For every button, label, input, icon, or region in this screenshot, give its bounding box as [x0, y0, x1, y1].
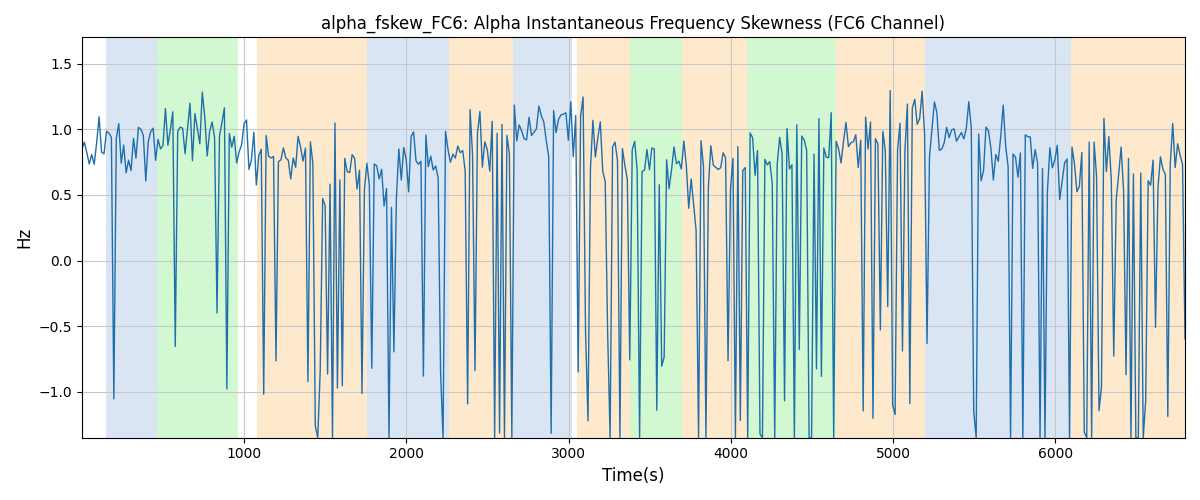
Title: alpha_fskew_FC6: Alpha Instantaneous Frequency Skewness (FC6 Channel): alpha_fskew_FC6: Alpha Instantaneous Fre… — [322, 15, 946, 34]
Bar — [748, 38, 836, 438]
Y-axis label: Hz: Hz — [14, 227, 32, 248]
Bar — [107, 38, 156, 438]
Bar — [156, 38, 238, 438]
Bar — [577, 38, 630, 438]
Bar — [925, 38, 1072, 438]
Bar — [257, 38, 367, 438]
Bar — [630, 38, 682, 438]
Bar — [1072, 38, 1184, 438]
Bar — [449, 38, 514, 438]
Bar — [682, 38, 748, 438]
Bar — [367, 38, 449, 438]
Bar — [836, 38, 925, 438]
X-axis label: Time(s): Time(s) — [602, 467, 665, 485]
Bar — [514, 38, 572, 438]
